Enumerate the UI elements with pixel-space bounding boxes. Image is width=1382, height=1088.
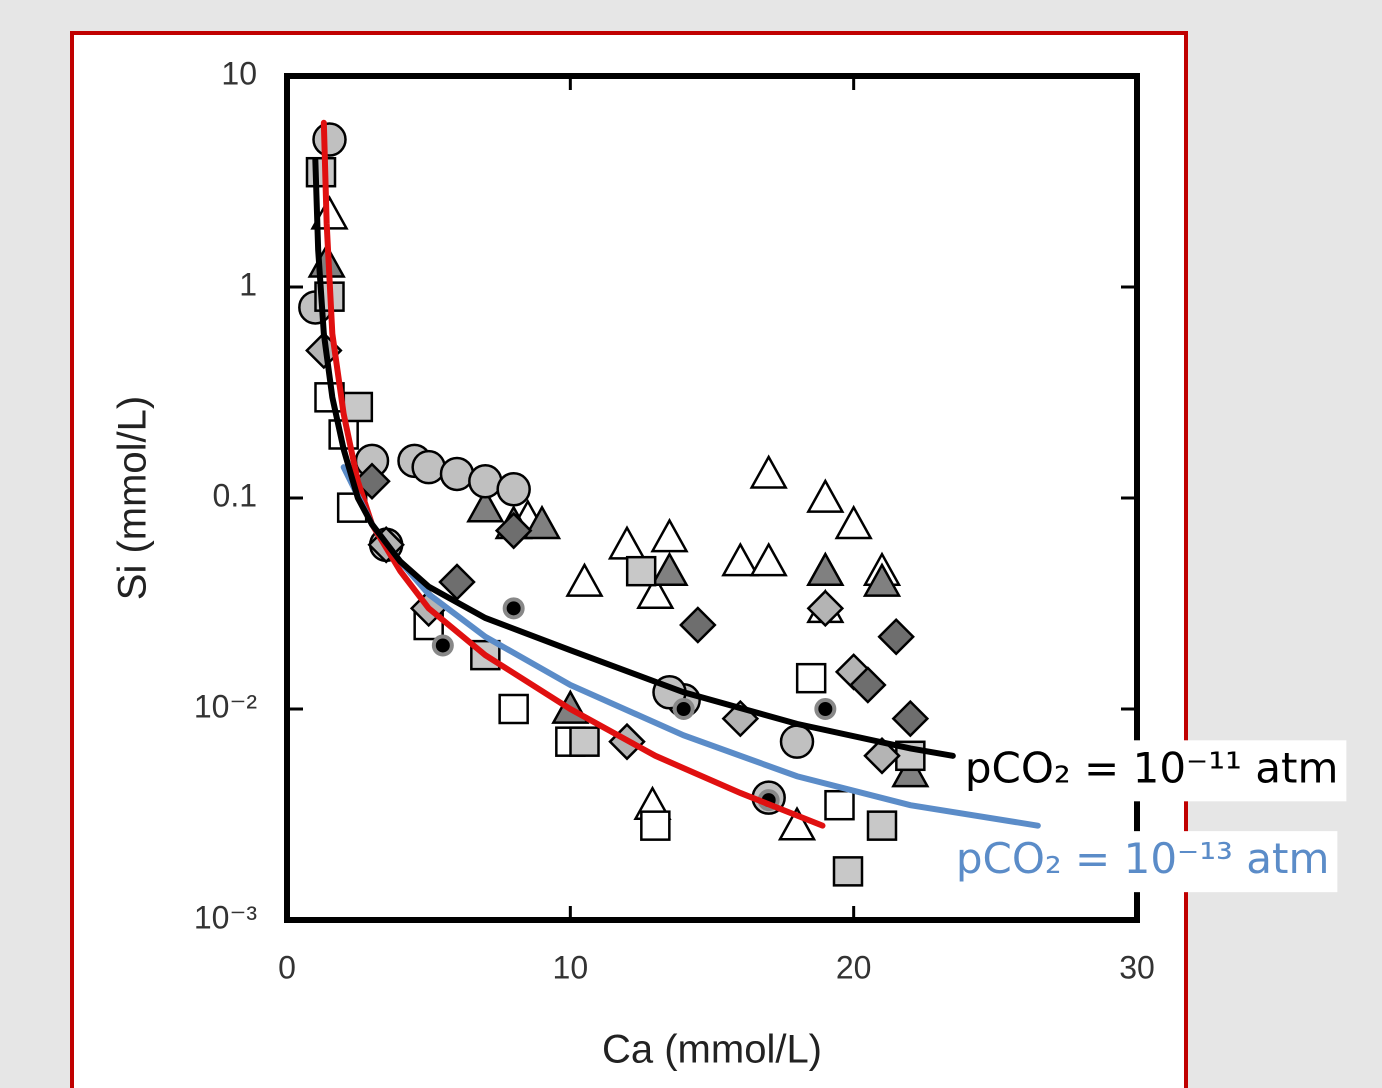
fit-line [312,156,956,759]
square-marker [795,662,827,694]
line-label-text: pCO₂ = 10⁻¹³ atm [956,834,1330,883]
triangle-marker [834,504,873,540]
circle-marker [312,122,347,157]
circle-marker [439,456,475,492]
square-marker [305,156,337,188]
square-marker [625,555,657,587]
diamond-marker [849,666,887,704]
diamond-marker [494,511,533,550]
triangle-marker [777,806,817,841]
diamond-marker [806,589,845,628]
line-label: pCO₂ = 10⁻¹³ atm [947,831,1338,893]
triangle-marker [636,574,675,610]
line-label-text: pCO₂ = 10⁻¹¹ atm [965,743,1339,792]
square-marker [640,810,671,841]
y-tick-label: 10⁻³ [194,899,257,935]
diamond-marker [863,737,901,775]
diamond-marker [679,606,717,644]
line-label: pCO₂ = 10⁻¹¹ atm [956,740,1347,802]
triangle-marker [806,551,845,587]
diamond-marker [891,699,930,738]
square-marker [569,726,600,757]
triangle-marker [806,478,845,513]
square-marker [824,789,855,821]
triangle-marker [721,541,760,577]
dot-marker [431,634,454,657]
y-tick-label: 1 [239,266,257,302]
circle-marker [411,449,446,485]
x-tick-label: 0 [278,949,296,985]
line-label-box [956,740,1347,802]
triangle-marker [862,562,902,597]
x-axis-label: Ca (mmol/L) [602,1028,822,1072]
square-marker [832,856,864,887]
dot-marker [672,698,695,720]
triangle-marker [749,541,788,577]
circle-marker [779,724,815,759]
square-marker [498,693,529,725]
circle-marker [468,464,503,499]
y-tick-label: 10⁻² [194,688,257,724]
triangle-marker [650,517,689,553]
y-axis-label: Si (mmol/L) [111,396,155,600]
dot-marker [502,597,525,620]
y-tick-label: 10 [221,55,257,91]
line-label-box [947,831,1338,893]
x-tick-label: 10 [553,949,589,985]
triangle-marker [522,504,562,540]
triangle-marker [749,454,788,489]
y-tick-label: 0.1 [213,477,257,513]
square-marker [342,391,374,423]
diamond-marker [877,617,915,656]
x-tick-label: 20 [836,949,872,985]
dot-marker [814,698,837,720]
triangle-marker [565,562,604,597]
triangle-marker [466,488,505,523]
triangle-marker [650,551,689,587]
circle-marker [496,472,531,507]
plot-frame [284,73,1140,923]
fit-line [320,119,826,829]
x-tick-label: 30 [1119,949,1155,985]
square-marker [866,810,898,841]
